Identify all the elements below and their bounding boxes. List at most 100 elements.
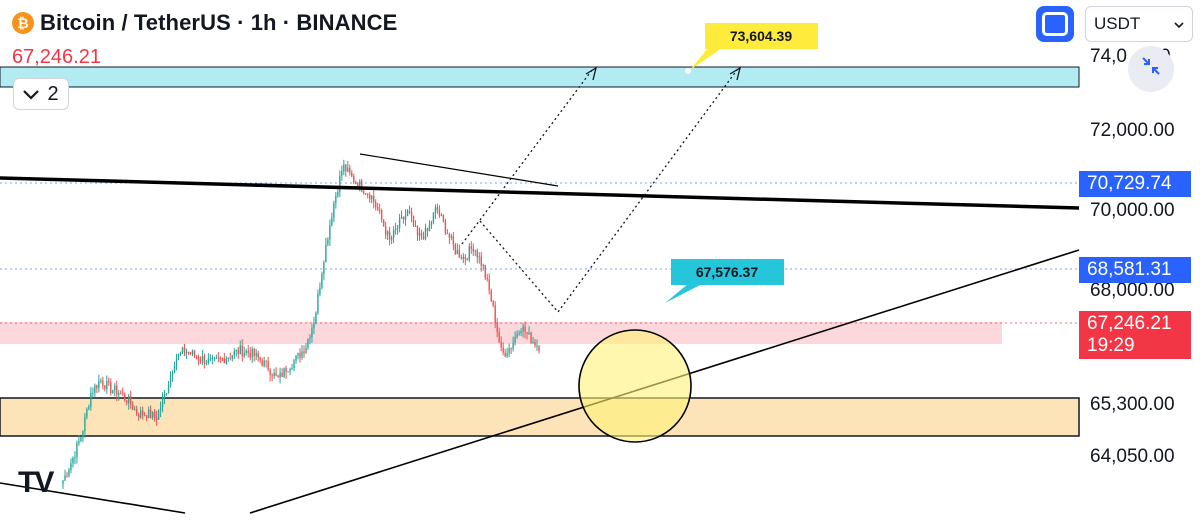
candle: [474, 250, 476, 252]
candle: [259, 357, 261, 361]
candle: [283, 367, 285, 377]
candle: [315, 312, 317, 324]
candle: [373, 195, 375, 202]
candle: [88, 406, 90, 410]
mid-callout[interactable]: 67,576.37: [665, 259, 784, 303]
candle: [530, 332, 532, 344]
arrow-head-1: [585, 66, 598, 81]
candle: [181, 347, 184, 353]
candle: [380, 210, 383, 220]
candle: [213, 357, 216, 359]
candle: [363, 191, 365, 194]
currency-select[interactable]: USDT: [1085, 6, 1193, 42]
candle: [261, 360, 263, 366]
candle: [185, 352, 188, 354]
candle: [167, 385, 170, 394]
candle: [159, 407, 162, 411]
candle: [247, 350, 249, 353]
candle: [426, 228, 429, 232]
candle: [141, 410, 144, 416]
candle: [209, 358, 212, 360]
candle: [522, 326, 524, 332]
candle: [169, 375, 172, 386]
candle: [392, 229, 395, 238]
candle: [253, 348, 255, 357]
projection-arrow-2: [479, 69, 738, 314]
candle: [516, 334, 518, 338]
candle: [72, 457, 74, 464]
candle: [78, 440, 80, 444]
flag-trendline[interactable]: [359, 153, 559, 187]
candle: [207, 358, 210, 363]
price-tag-67246: 67,246.21: [1079, 311, 1191, 337]
candle: [104, 385, 106, 389]
symbol-title[interactable]: Bitcoin / TetherUS · 1h · BINANCE: [40, 10, 398, 35]
candle: [335, 195, 337, 204]
price-tag-70729: 70,729.74: [1079, 171, 1191, 197]
candle: [80, 437, 82, 441]
candle: [500, 342, 502, 348]
candle: [321, 274, 323, 288]
candle: [532, 342, 534, 344]
support-zone: [0, 397, 1080, 437]
candle: [277, 375, 279, 378]
candle: [102, 380, 104, 386]
candle: [191, 350, 194, 354]
candle: [536, 345, 538, 347]
candle: [305, 347, 307, 354]
candle: [422, 236, 425, 240]
currency-value: USDT: [1094, 14, 1141, 33]
candle: [106, 380, 108, 389]
candle: [203, 356, 206, 364]
candle: [378, 209, 381, 211]
candle: [205, 362, 208, 364]
candle: [68, 469, 70, 476]
candle: [410, 212, 413, 217]
candle: [130, 396, 132, 405]
screenshot-button[interactable]: [1036, 6, 1074, 42]
candle: [147, 409, 150, 419]
candle: [347, 167, 349, 172]
screenshot-icon: [1042, 12, 1068, 36]
candle: [353, 176, 355, 183]
candle: [470, 246, 472, 249]
target-callout[interactable]: 73,604.39: [685, 23, 818, 74]
candle: [132, 404, 134, 410]
candle: [183, 347, 186, 353]
candle: [223, 358, 226, 363]
candle: [452, 236, 455, 245]
candle: [257, 352, 259, 358]
candle: [149, 409, 152, 418]
candle: [466, 258, 468, 260]
candle: [124, 393, 126, 401]
candle: [279, 372, 281, 378]
candle: [337, 192, 339, 196]
candle: [227, 357, 229, 359]
candle: [345, 164, 347, 172]
candle: [480, 256, 482, 266]
candle: [287, 371, 289, 373]
indicators-toggle[interactable]: 2: [13, 78, 69, 110]
indicators-count: 2: [47, 82, 59, 105]
candle: [468, 246, 470, 260]
descending-trendline[interactable]: [0, 176, 1080, 210]
candle: [303, 351, 305, 354]
candle: [394, 228, 397, 230]
candle: [404, 215, 407, 220]
candle: [94, 385, 96, 393]
candle: [357, 183, 359, 188]
candle: [137, 414, 140, 418]
candle: [110, 382, 112, 393]
highlight-circle[interactable]: [578, 329, 692, 443]
zoom-button[interactable]: [1128, 46, 1174, 92]
candle: [327, 239, 329, 245]
candle: [163, 393, 166, 398]
candle: [199, 359, 202, 361]
candle: [239, 345, 241, 355]
lower-trendline[interactable]: [0, 482, 186, 514]
candle: [219, 357, 222, 359]
axis-label-65300: 65,300.00: [1090, 394, 1175, 415]
candle: [197, 356, 200, 360]
axis-label-70000: 70,000.00: [1090, 200, 1175, 221]
